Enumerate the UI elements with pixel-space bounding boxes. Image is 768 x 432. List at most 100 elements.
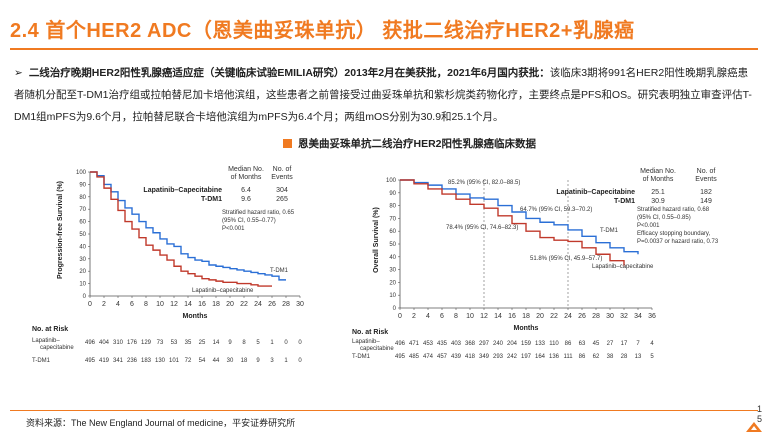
at-risk-value: 62 xyxy=(593,354,600,360)
x-tick-label: 26 xyxy=(578,313,586,320)
at-risk-value: 457 xyxy=(437,354,448,360)
y-tick-label: 90 xyxy=(389,191,396,197)
at-risk-value: 5 xyxy=(650,354,654,360)
legend-header-median: Median No. xyxy=(640,168,676,175)
curve-annotation: T-DM1 xyxy=(270,268,289,274)
at-risk-label: capecitabine xyxy=(360,346,394,352)
at-risk-value: 54 xyxy=(199,358,206,364)
body-paragraph: ➢ 二线治疗晚期HER2阳性乳腺癌适应症（关键临床试验EMILIA研究）2013年… xyxy=(14,62,756,128)
legend-stat: Stratified hazard ratio, 0.68 xyxy=(637,207,710,213)
at-risk-value: 17 xyxy=(621,341,628,347)
y-tick-label: 50 xyxy=(389,242,396,248)
legend-header-median: of Months xyxy=(231,174,262,181)
curve-annotation: Lapatinib–capecitabine xyxy=(592,264,654,270)
at-risk-value: 3 xyxy=(270,358,274,364)
legend-stat: P<0.001 xyxy=(637,223,660,229)
at-risk-value: 13 xyxy=(635,354,642,360)
at-risk-value: 63 xyxy=(579,341,586,347)
legend-row-median: 6.4 xyxy=(241,187,251,194)
at-risk-value: 0 xyxy=(298,358,302,364)
x-tick-label: 34 xyxy=(634,313,642,320)
y-tick-label: 90 xyxy=(79,182,86,188)
x-tick-label: 20 xyxy=(226,301,234,308)
legend-stat: P=0.0037 or hazard ratio, 0.73 xyxy=(637,239,719,245)
legend-row-median: 25.1 xyxy=(651,189,665,196)
y-tick-label: 40 xyxy=(389,255,396,261)
y-tick-label: 70 xyxy=(389,216,396,222)
at-risk-label: capecitabine xyxy=(40,345,74,351)
at-risk-value: 496 xyxy=(395,341,406,347)
x-tick-label: 10 xyxy=(156,301,164,308)
figure-caption: 恩美曲妥珠单抗二线治疗HER2阳性乳腺癌临床数据 xyxy=(283,136,536,151)
y-tick-label: 60 xyxy=(79,220,86,226)
y-tick-label: 20 xyxy=(79,269,86,275)
at-risk-value: 14 xyxy=(213,340,220,346)
at-risk-title: No. at Risk xyxy=(352,329,388,336)
x-tick-label: 28 xyxy=(592,313,600,320)
at-risk-value: 4 xyxy=(650,341,654,347)
x-tick-label: 8 xyxy=(454,313,458,320)
at-risk-title: No. at Risk xyxy=(32,326,68,333)
y-tick-label: 30 xyxy=(79,257,86,263)
y-tick-label: 60 xyxy=(389,229,396,235)
at-risk-value: 242 xyxy=(507,354,518,360)
at-risk-value: 404 xyxy=(99,340,110,346)
legend-header-median: of Months xyxy=(643,176,674,183)
at-risk-value: 485 xyxy=(409,354,420,360)
at-risk-value: 0 xyxy=(284,340,288,346)
at-risk-label: Lapatinib– xyxy=(352,339,380,345)
x-tick-label: 24 xyxy=(564,313,572,320)
x-tick-label: 8 xyxy=(144,301,148,308)
at-risk-label: Lapatinib– xyxy=(32,338,60,344)
page-number-digit: 1 xyxy=(756,404,762,414)
x-tick-label: 12 xyxy=(480,313,488,320)
x-tick-label: 28 xyxy=(282,301,290,308)
at-risk-value: 44 xyxy=(213,358,220,364)
at-risk-value: 418 xyxy=(465,354,476,360)
curve-annotation: 85.2% (95% CI, 82.0–88.5) xyxy=(448,180,520,186)
at-risk-value: 27 xyxy=(607,341,614,347)
x-tick-label: 14 xyxy=(184,301,192,308)
publisher-logo-icon xyxy=(746,422,762,432)
bullet-arrow-icon: ➢ xyxy=(14,67,23,79)
legend-stat: (95% CI, 0.55–0.77) xyxy=(222,218,276,224)
figure-caption-text: 恩美曲妥珠单抗二线治疗HER2阳性乳腺癌临床数据 xyxy=(298,138,537,150)
x-tick-label: 30 xyxy=(606,313,614,320)
footer-divider xyxy=(10,410,758,411)
at-risk-value: 72 xyxy=(185,358,192,364)
legend-row-label: Lapatinib–Capecitabine xyxy=(143,187,222,194)
y-tick-label: 10 xyxy=(389,293,396,299)
at-risk-value: 110 xyxy=(549,341,559,347)
x-tick-label: 6 xyxy=(130,301,134,308)
x-tick-label: 24 xyxy=(254,301,262,308)
title-divider xyxy=(10,48,758,50)
legend-row-label: Lapatinib–Capecitabine xyxy=(556,189,635,196)
at-risk-value: 495 xyxy=(85,358,96,364)
at-risk-value: 341 xyxy=(113,358,124,364)
square-bullet-icon xyxy=(283,139,292,148)
at-risk-value: 28 xyxy=(621,354,628,360)
at-risk-value: 25 xyxy=(199,340,206,346)
at-risk-value: 30 xyxy=(227,358,234,364)
at-risk-value: 204 xyxy=(507,341,518,347)
at-risk-value: 293 xyxy=(493,354,504,360)
y-tick-label: 30 xyxy=(389,268,396,274)
at-risk-value: 240 xyxy=(493,341,504,347)
legend-row-events: 182 xyxy=(700,189,712,196)
at-risk-value: 368 xyxy=(465,341,476,347)
x-tick-label: 4 xyxy=(116,301,120,308)
legend-stat: (95% CI, 0.55–0.85) xyxy=(637,215,691,221)
x-tick-label: 12 xyxy=(170,301,178,308)
legend-row-median: 30.9 xyxy=(651,198,665,205)
legend-stat: P<0.001 xyxy=(222,226,245,232)
legend-row-median: 9.6 xyxy=(241,196,251,203)
at-risk-value: 9 xyxy=(256,358,260,364)
at-risk-label: T-DM1 xyxy=(32,358,51,364)
paragraph-lead: 二线治疗晚期HER2阳性乳腺癌适应症（关键临床试验EMILIA研究）2013年2… xyxy=(28,67,550,79)
x-tick-label: 30 xyxy=(296,301,304,308)
x-tick-label: 0 xyxy=(88,301,92,308)
y-tick-label: 100 xyxy=(76,170,87,176)
at-risk-value: 1 xyxy=(270,340,274,346)
